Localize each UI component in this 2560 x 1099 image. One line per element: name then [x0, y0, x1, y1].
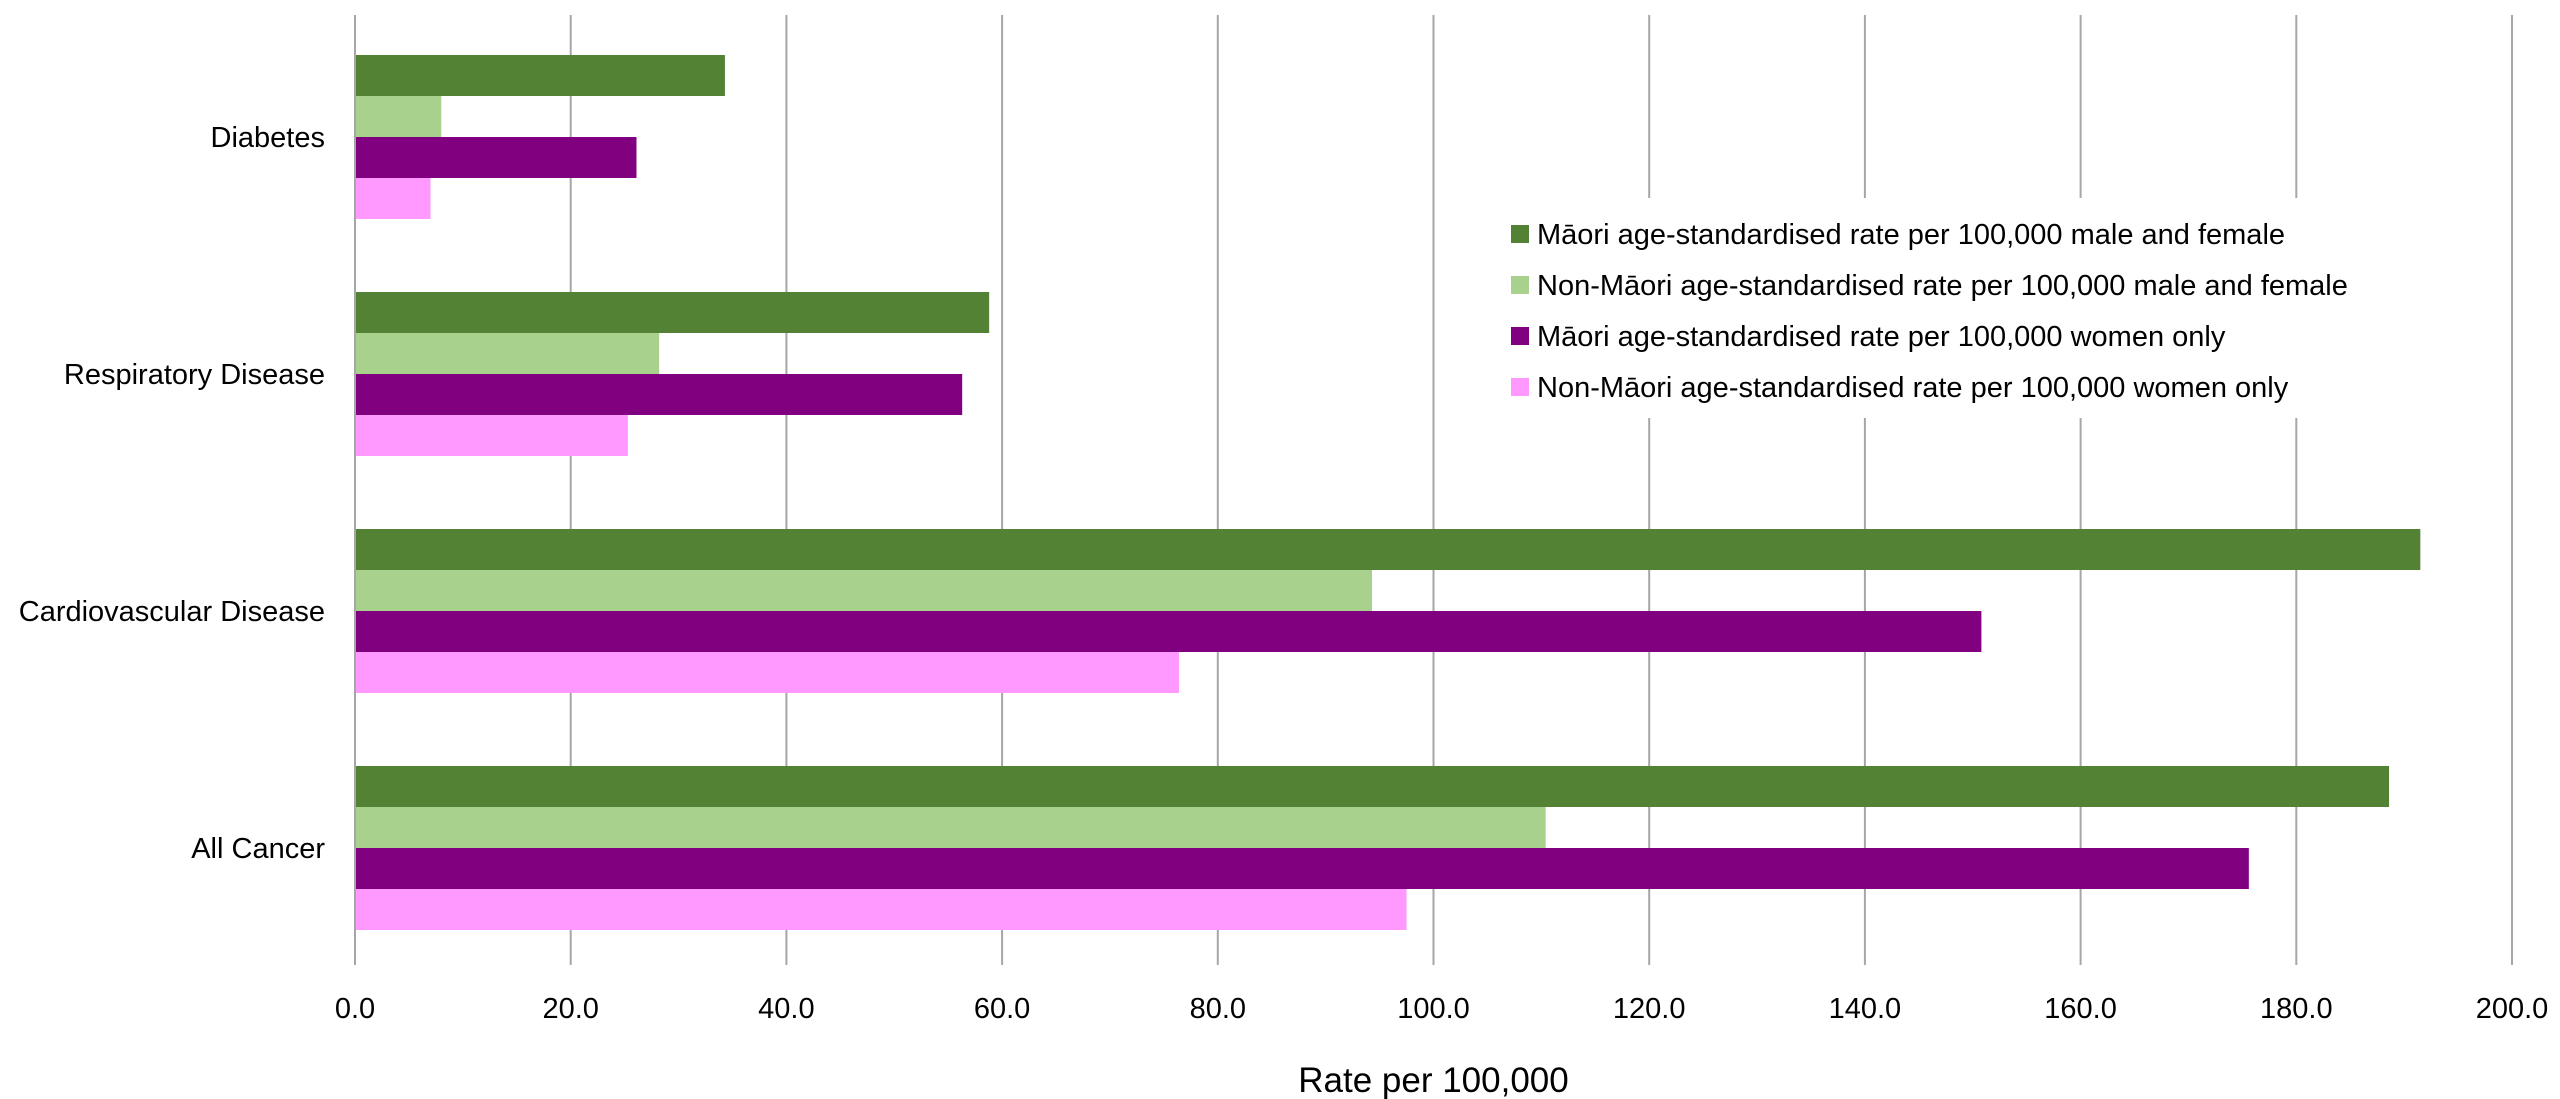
legend: Māori age-standardised rate per 100,000 … — [1475, 198, 2435, 418]
legend-swatch — [1511, 225, 1529, 243]
category-label: Diabetes — [211, 122, 325, 154]
x-tick-label: 40.0 — [758, 993, 814, 1025]
x-tick-label: 200.0 — [2476, 993, 2549, 1025]
bar — [355, 529, 2421, 570]
legend-label: Non-Māori age-standardised rate per 100,… — [1537, 372, 2289, 404]
legend-label: Māori age-standardised rate per 100,000 … — [1537, 321, 2226, 353]
x-tick-label: 180.0 — [2260, 993, 2333, 1025]
bar — [355, 292, 990, 333]
legend-swatch — [1511, 378, 1529, 396]
bar — [355, 766, 2390, 807]
legend-label: Non-Māori age-standardised rate per 100,… — [1537, 270, 2348, 302]
legend-swatch — [1511, 327, 1529, 345]
bar — [355, 55, 725, 96]
bar — [355, 415, 628, 456]
x-tick-label: 60.0 — [974, 993, 1030, 1025]
bar — [355, 611, 1982, 652]
bars — [355, 55, 2421, 930]
category-labels: Diabetes Respiratory Disease Cardiovascula… — [19, 122, 326, 865]
bar — [355, 889, 1407, 930]
category-label: Cardiovascular Disease — [19, 596, 325, 628]
legend-swatch — [1511, 276, 1529, 294]
legend-background — [1475, 198, 2435, 418]
x-tick-label: 80.0 — [1190, 993, 1246, 1025]
bar — [355, 807, 1546, 848]
gridlines — [569, 15, 2513, 965]
bar — [355, 652, 1179, 693]
x-axis-title: Rate per 100,000 — [1298, 1061, 1568, 1099]
bar — [355, 374, 963, 415]
category-label: All Cancer — [191, 833, 325, 865]
x-tick-labels: 0.0 20.0 40.0 60.0 80.0 100.0 120.0 140.0 160.0 1… — [335, 993, 2548, 1025]
bar — [355, 848, 2249, 889]
legend-label: Māori age-standardised rate per 100,000 … — [1537, 219, 2285, 251]
bar — [355, 137, 637, 178]
x-tick-label: 140.0 — [1829, 993, 1902, 1025]
bar — [355, 570, 1373, 611]
x-tick-label: 100.0 — [1397, 993, 1470, 1025]
x-tick-label: 160.0 — [2044, 993, 2117, 1025]
x-tick-label: 120.0 — [1613, 993, 1686, 1025]
bar — [355, 96, 442, 137]
bar — [355, 333, 660, 374]
bar — [355, 178, 431, 219]
category-label: Respiratory Disease — [64, 359, 325, 391]
x-tick-label: 0.0 — [335, 993, 375, 1025]
x-tick-label: 20.0 — [542, 993, 598, 1025]
